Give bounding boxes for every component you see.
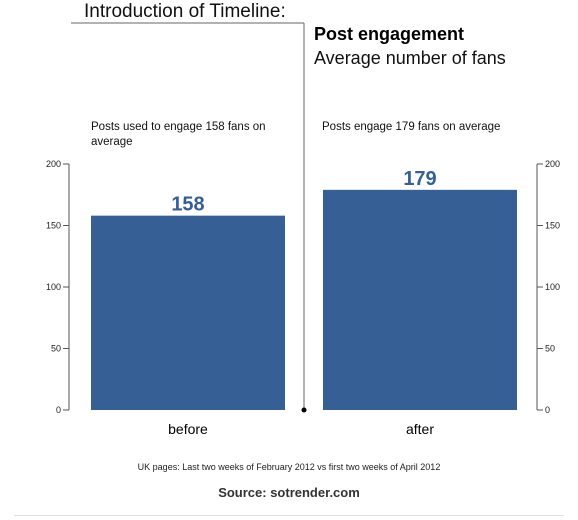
data-label-after: 179 [403,168,436,190]
y-tick-label-right: 200 [545,159,560,169]
bar-before [91,215,285,410]
bottom-divider [14,515,564,516]
data-label-before: 158 [171,194,204,216]
chart-subtitle: Average number of fans [314,48,506,68]
annotation-before: Posts used to engage 158 fans on average [91,121,266,148]
source-credit: Source: sotrender.com [218,485,360,500]
y-tick-label-left: 150 [46,221,61,231]
y-tick-label-left: 50 [51,344,61,354]
y-tick-label-right: 0 [545,405,550,415]
y-tick-label-right: 50 [545,344,555,354]
y-tick-label-right: 100 [545,282,560,292]
category-label-after: after [406,421,434,437]
bars [91,189,517,410]
labels: 158 before 179 after [168,168,437,437]
y-tick-label-right: 150 [545,221,560,231]
footnote: UK pages: Last two weeks of February 201… [137,462,441,472]
annotation-after: Posts engage 179 fans on average [322,121,501,133]
y-axes: 0 50 100 150 200 0 50 100 150 200 [46,159,560,415]
chart-title: Post engagement [314,24,465,44]
bar-after [323,189,517,410]
intro-title: Introduction of Timeline: [84,1,286,22]
y-tick-label-left: 100 [46,282,61,292]
category-label-before: before [168,421,208,437]
timeline-marker [301,407,307,413]
timeline-divider [71,22,307,413]
y-tick-label-left: 200 [46,159,61,169]
y-tick-label-left: 0 [56,405,61,415]
